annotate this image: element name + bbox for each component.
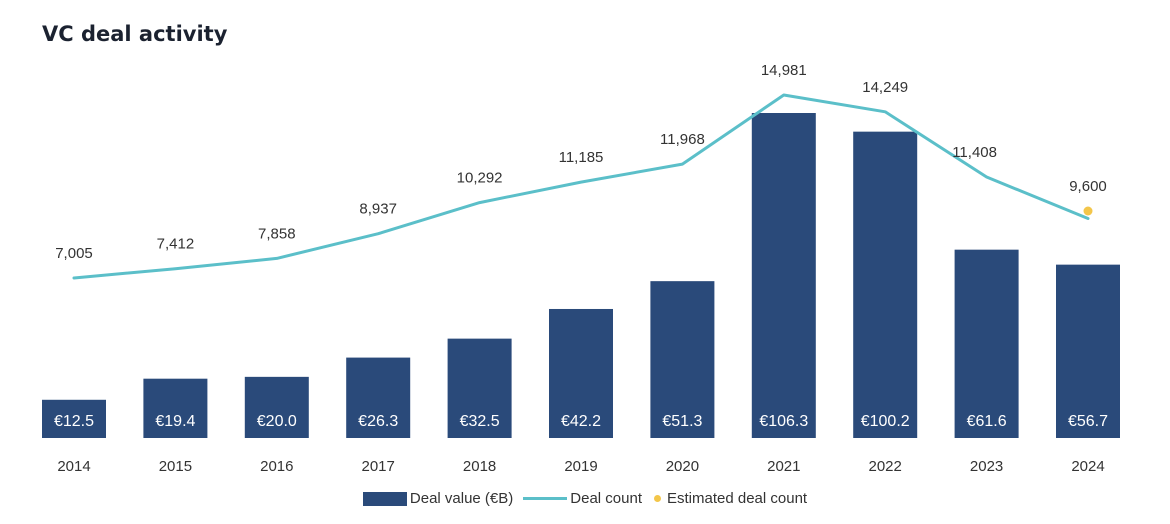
bar-2024	[1056, 264, 1120, 438]
chart-legend: Deal value (€B) Deal count Estimated dea…	[0, 490, 1170, 507]
x-tick-2021: 2021	[767, 458, 800, 475]
bar-label-2022: €100.2	[861, 413, 910, 430]
line-label-2016: 7,858	[258, 225, 296, 242]
bar-label-2018: €32.5	[460, 413, 500, 430]
line-label-2018: 10,292	[457, 170, 503, 187]
bar-2019	[549, 308, 613, 438]
bar-2018	[447, 338, 512, 438]
bar-2020	[650, 281, 715, 438]
bar-label-2023: €61.6	[967, 413, 1007, 430]
line-label-2024: 9,600	[1069, 178, 1107, 195]
bar-2017	[346, 357, 411, 438]
bar-2015	[143, 378, 208, 438]
legend-bar-swatch	[362, 491, 407, 506]
x-tick-2020: 2020	[666, 458, 699, 475]
line-label-2021: 14,981	[761, 62, 807, 79]
bar-2021	[751, 113, 816, 438]
x-tick-2014: 2014	[57, 458, 90, 475]
bar-2022	[853, 131, 918, 439]
legend-item-estimated: Estimated deal count	[642, 490, 807, 507]
x-tick-2015: 2015	[159, 458, 192, 475]
bar-label-2017: €26.3	[358, 413, 398, 430]
x-tick-2019: 2019	[564, 458, 597, 475]
legend-item-deal-value: Deal value (€B)	[362, 490, 514, 507]
x-tick-2018: 2018	[463, 458, 496, 475]
line-label-2020: 11,968	[660, 131, 705, 148]
bar-label-2016: €20.0	[257, 413, 297, 430]
x-tick-2023: 2023	[970, 458, 1003, 475]
legend-dot-swatch	[654, 495, 661, 502]
bar-2023	[954, 249, 1019, 438]
legend-label-deal-value: Deal value (€B)	[409, 490, 514, 507]
x-tick-2017: 2017	[362, 458, 395, 475]
line-label-2017: 8,937	[359, 201, 397, 218]
bar-label-2014: €12.5	[54, 413, 94, 430]
legend-label-estimated: Estimated deal count	[667, 490, 808, 507]
legend-line-swatch	[523, 497, 568, 500]
estimated-deal-count-marker	[1083, 206, 1093, 216]
bar-2016	[244, 376, 309, 438]
bar-label-2021: €106.3	[759, 413, 808, 430]
legend-label-deal-count: Deal count	[570, 490, 642, 507]
x-tick-2016: 2016	[260, 458, 293, 475]
bar-2014	[42, 399, 106, 438]
deal-count-line	[72, 93, 1090, 280]
line-label-2022: 14,249	[862, 79, 908, 96]
x-tick-2024: 2024	[1071, 458, 1104, 475]
line-label-2023: 11,408	[952, 144, 997, 161]
bar-label-2024: €56.7	[1068, 413, 1108, 430]
bar-label-2015: €19.4	[155, 413, 195, 430]
line-label-2014: 7,005	[55, 245, 93, 262]
chart-title: VC deal activity	[42, 22, 228, 46]
bar-label-2020: €51.3	[662, 413, 702, 430]
legend-item-deal-count: Deal count	[513, 490, 642, 507]
bar-label-2019: €42.2	[561, 413, 601, 430]
x-tick-2022: 2022	[869, 458, 902, 475]
line-label-2015: 7,412	[157, 236, 195, 253]
line-label-2019: 11,185	[559, 149, 604, 166]
